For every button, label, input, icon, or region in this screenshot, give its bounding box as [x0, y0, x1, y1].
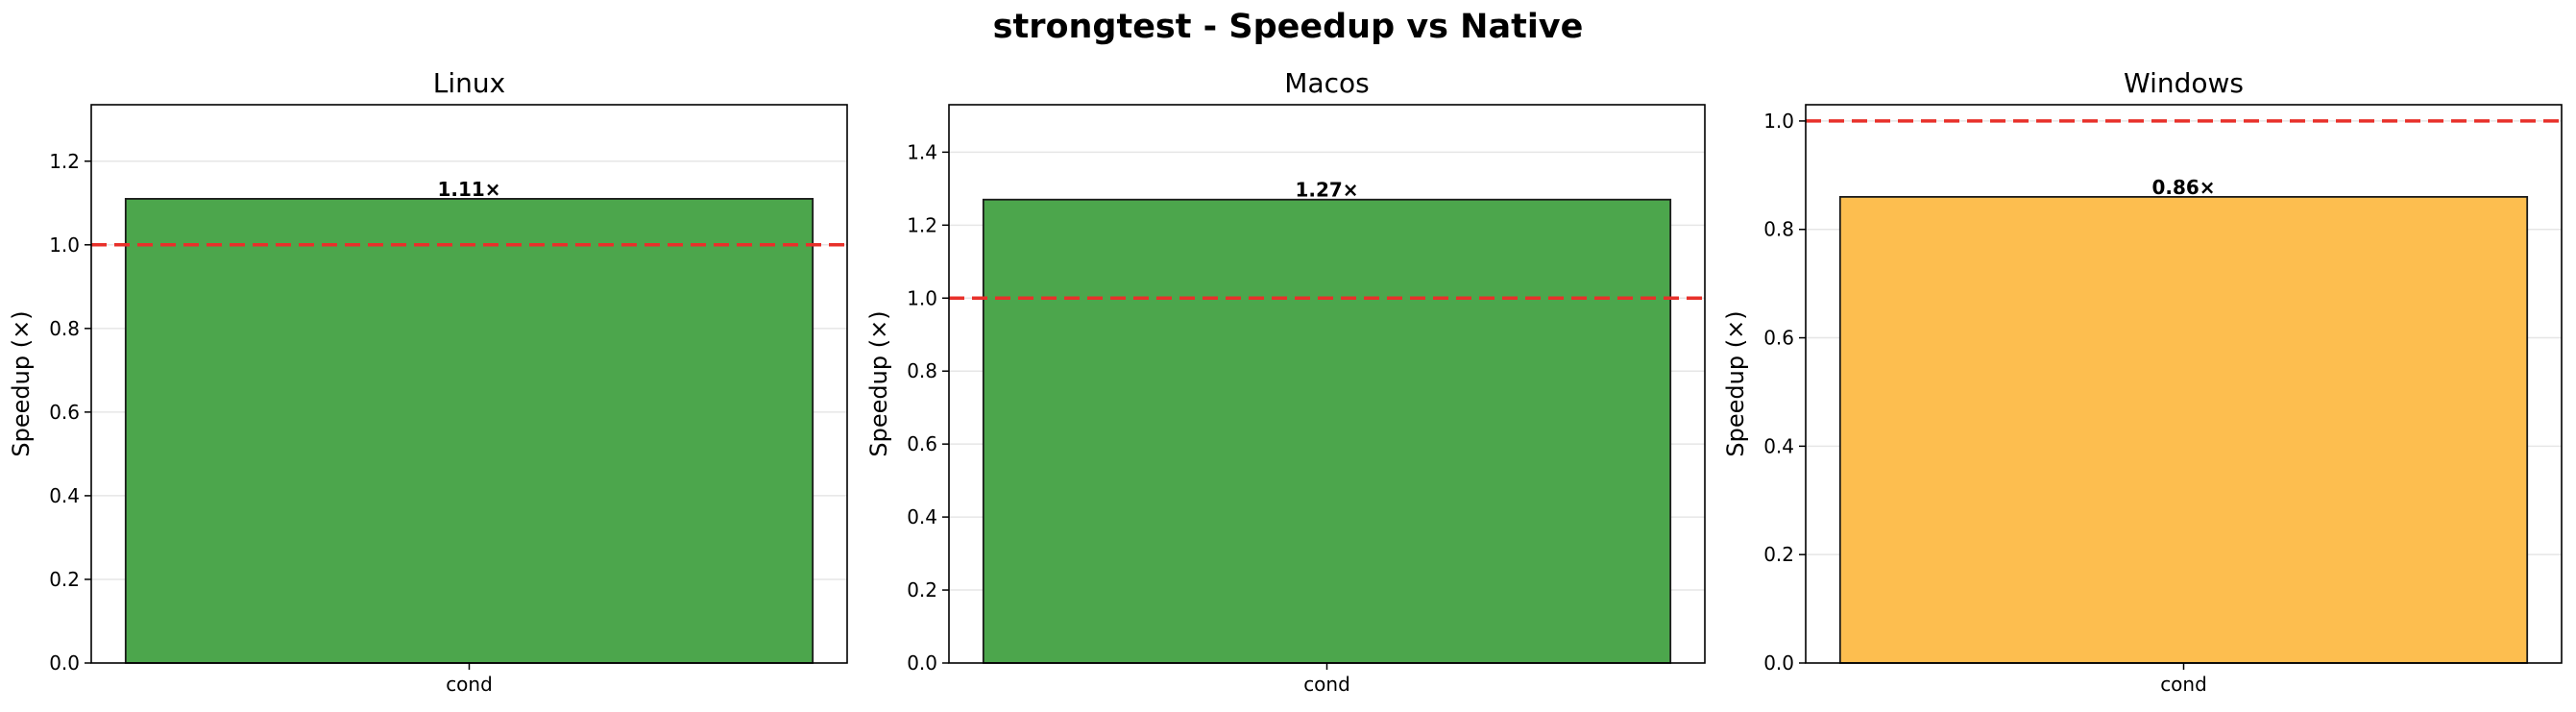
y-tick-label: 0.4 [49, 484, 80, 507]
y-axis-label: Speedup (×) [865, 310, 892, 456]
y-tick-label: 0.6 [49, 401, 80, 424]
bar-value-label: 1.27× [1295, 179, 1358, 202]
y-tick-label: 0.0 [907, 651, 937, 675]
y-tick-label: 0.8 [49, 317, 80, 340]
y-tick-label: 1.0 [1763, 110, 1794, 133]
bar-value-label: 1.11× [437, 178, 500, 201]
panel-title: Macos [1284, 67, 1369, 99]
panel-title: Windows [2124, 67, 2244, 99]
panel-title: Linux [433, 67, 505, 99]
y-tick-label: 0.6 [1763, 327, 1794, 350]
x-tick-label: cond [2160, 673, 2207, 696]
y-axis-label: Speedup (×) [8, 310, 35, 456]
y-tick-label: 0.8 [1763, 218, 1794, 241]
y-tick-label: 0.2 [1763, 543, 1794, 566]
y-tick-label: 0.4 [907, 505, 937, 528]
y-tick-label: 0.4 [1763, 434, 1794, 457]
y-tick-label: 0.0 [1763, 651, 1794, 675]
chart-panel-linux: 1.11× 0.0 0.2 0.4 0.6 0.8 1.0 1.2 cond Linux Speed… [8, 67, 848, 696]
y-tick-label: 1.2 [49, 150, 80, 173]
y-tick-label: 0.2 [907, 578, 937, 602]
chart-panel-windows: 0.86× 0.0 0.2 0.4 0.6 0.8 1.0 cond Windows Speedu… [1722, 67, 2563, 696]
y-tick-label: 1.2 [907, 213, 937, 236]
y-axis-label: Speedup (×) [1722, 310, 1749, 456]
x-tick-label: cond [446, 673, 493, 696]
chart-panel-macos: 1.27× 0.0 0.2 0.4 0.6 0.8 1.0 1.2 1.4 cond Macos Sp… [865, 67, 1706, 696]
bar-cond [1838, 195, 2529, 664]
y-tick-label: 0.8 [907, 359, 937, 382]
y-tick-label: 0.2 [49, 568, 80, 591]
y-tick-label: 1.0 [907, 286, 937, 309]
y-tick-label: 1.4 [907, 140, 937, 163]
y-tick-label: 0.6 [907, 432, 937, 455]
y-tick-label: 1.0 [49, 233, 80, 257]
y-tick-label: 0.0 [49, 651, 80, 675]
bar-value-label: 0.86× [2151, 176, 2215, 199]
figure-title: strongtest - Speedup vs Native [992, 8, 1584, 46]
x-tick-label: cond [1303, 673, 1350, 696]
bar-cond [982, 198, 1672, 664]
bar-cond [124, 198, 814, 664]
